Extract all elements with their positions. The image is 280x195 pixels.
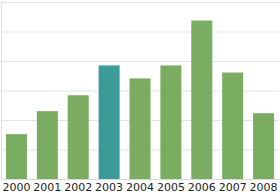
x-tick: 2002 <box>64 181 92 194</box>
x-tick: 2004 <box>126 181 154 194</box>
bar <box>6 134 27 179</box>
bar <box>222 73 243 179</box>
x-tick: 2003 <box>95 181 123 194</box>
x-tick: 2007 <box>219 181 247 194</box>
chart: 200020012002200320042005200620072008 <box>0 0 280 195</box>
x-axis: 200020012002200320042005200620072008 <box>2 180 280 194</box>
y-tick <box>1 32 279 33</box>
x-tick-label: 2003 <box>95 181 123 194</box>
grid-line <box>1 32 279 33</box>
bar <box>99 65 120 179</box>
x-tick: 2005 <box>157 181 185 194</box>
plot: 200020012002200320042005200620072008 <box>1 3 280 194</box>
bar <box>160 65 181 179</box>
grid-line <box>1 61 279 62</box>
bars <box>6 21 274 179</box>
y-tick <box>1 61 279 62</box>
bar <box>191 21 212 179</box>
bar <box>253 113 274 179</box>
bar <box>37 111 58 179</box>
x-tick-label: 2006 <box>188 181 216 194</box>
x-tick-label: 2004 <box>126 181 154 194</box>
x-tick: 2001 <box>33 181 61 194</box>
x-tick-label: 2000 <box>2 181 30 194</box>
x-tick-label: 2002 <box>64 181 92 194</box>
x-tick: 2006 <box>188 181 216 194</box>
grid-line <box>1 2 279 3</box>
x-tick: 2008 <box>250 181 278 194</box>
x-tick-label: 2007 <box>219 181 247 194</box>
y-axis <box>1 3 279 180</box>
x-tick-label: 2005 <box>157 181 185 194</box>
bar <box>68 95 89 179</box>
y-tick <box>1 2 279 3</box>
x-tick-label: 2001 <box>33 181 61 194</box>
bar <box>129 78 150 179</box>
x-tick-label: 2008 <box>250 181 278 194</box>
x-tick: 2000 <box>2 181 30 194</box>
